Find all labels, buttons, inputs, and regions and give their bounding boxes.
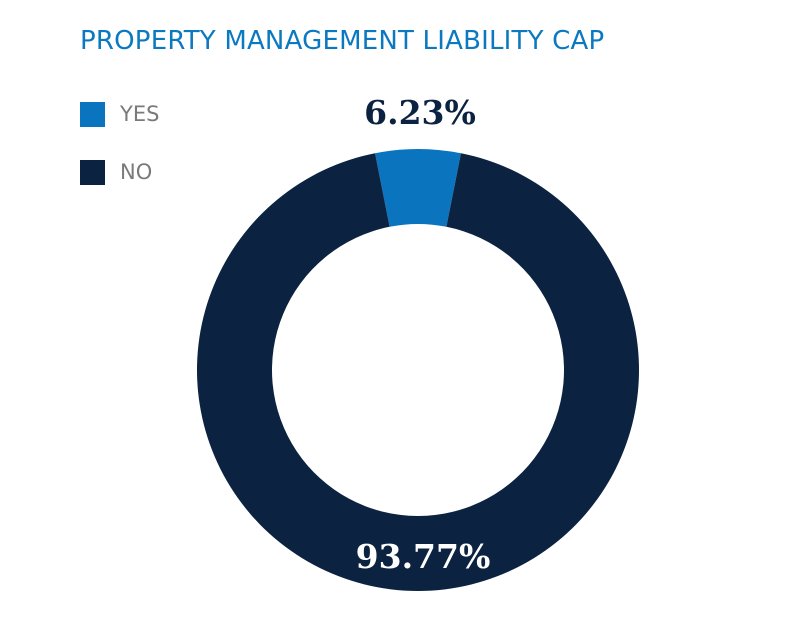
legend-item-yes: YES: [80, 101, 159, 127]
data-label-yes: 6.23%: [364, 93, 476, 132]
data-label-no: 93.77%: [356, 537, 491, 576]
legend: YES NO: [80, 101, 159, 217]
legend-swatch-no: [80, 159, 105, 185]
legend-label-yes: YES: [120, 102, 160, 126]
legend-item-no: NO: [80, 159, 159, 185]
chart-title: PROPERTY MANAGEMENT LIABILITY CAP: [80, 26, 605, 56]
legend-swatch-yes: [80, 101, 105, 127]
slice-yes: [375, 149, 461, 227]
legend-label-no: NO: [120, 160, 153, 184]
slice-no: [197, 153, 639, 591]
